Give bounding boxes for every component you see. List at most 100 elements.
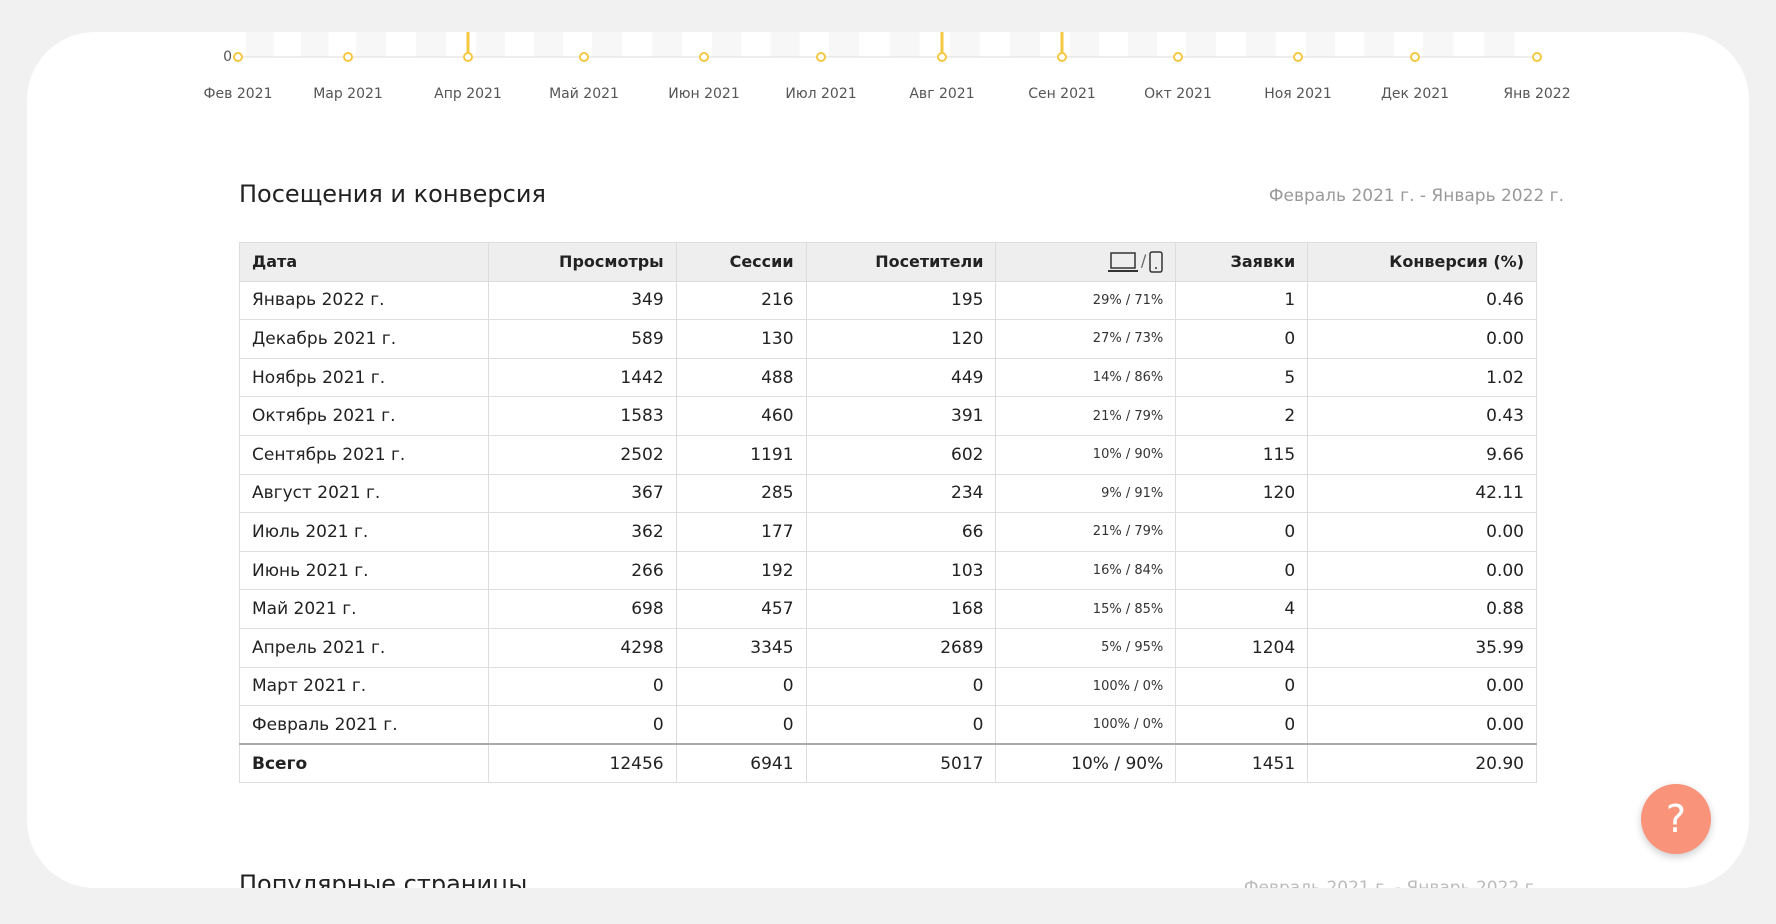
column-header: Посетители — [805, 242, 997, 282]
table-cell: 10% / 90% — [995, 743, 1177, 784]
timeline-band — [1423, 32, 1454, 57]
table-cell: 6941 — [675, 743, 807, 784]
timeline-band — [889, 32, 920, 57]
table-cell: 1 — [1175, 280, 1309, 321]
table-cell: 0.00 — [1307, 512, 1537, 552]
timeline-band — [829, 32, 860, 57]
table-cell: 15% / 85% — [995, 589, 1177, 629]
table-cell: 4 — [1175, 589, 1309, 629]
table-cell: 449 — [805, 357, 997, 398]
timeline-point — [343, 52, 353, 62]
table-row: Ноябрь 2021 г. 1442 488 449 14% / 86% 5 1.02 — [239, 357, 1537, 398]
spike — [940, 32, 944, 57]
month-label: Окт 2021 — [1144, 86, 1212, 102]
month-label: Апр 2021 — [434, 86, 502, 102]
content-card: 0 Фев 2021 Мар 2021 Апр 2021 Май 2021 Июн 202… — [27, 32, 1749, 888]
table-cell: 234 — [805, 473, 997, 514]
table-cell: Июль 2021 г. — [239, 512, 489, 552]
table-row: Июль 2021 г. 362 177 66 21% / 79% 0 0.00 — [239, 512, 1537, 552]
table-row: Апрель 2021 г. 4298 3345 2689 5% / 95% 1204 35… — [239, 627, 1537, 668]
table-cell: 3345 — [675, 627, 807, 668]
table-row: Февраль 2021 г. 0 0 0 100% / 0% 0 0.00 — [239, 705, 1537, 745]
table-row: Июнь 2021 г. 266 192 103 16% / 84% 0 0.00 — [239, 550, 1537, 591]
table-cell: 1442 — [487, 357, 677, 398]
help-button[interactable]: ? — [1641, 784, 1711, 854]
table-cell: 168 — [805, 589, 997, 629]
timeline: 0 Фев 2021 Мар 2021 Апр 2021 Май 2021 Июн 202… — [204, 32, 1571, 102]
table-cell: 29% / 71% — [995, 280, 1177, 321]
table-cell: 130 — [675, 319, 807, 359]
table-cell: 460 — [675, 396, 807, 436]
timeline-band — [1306, 32, 1336, 57]
axis-zero: 0 — [223, 49, 232, 65]
month-label: Ноя 2021 — [1264, 86, 1332, 102]
table-row: Сентябрь 2021 г. 2502 1191 602 10% / 90% 115 9… — [239, 434, 1537, 475]
timeline-point — [1057, 52, 1067, 62]
table-cell: 0 — [675, 666, 807, 707]
table-cell: 0 — [675, 705, 807, 745]
timeline-band — [1364, 32, 1394, 57]
section-title: Посещения и конверсия — [239, 180, 546, 208]
table-cell: Сентябрь 2021 г. — [239, 434, 489, 475]
table-cell: 4298 — [487, 627, 677, 668]
table-cell: 0 — [1175, 666, 1309, 707]
table-cell: 5% / 95% — [995, 627, 1177, 668]
header-row: Дата Просмотры Сессии Посетители / Заявки Конв… — [239, 242, 1537, 282]
month-label: Янв 2022 — [1503, 86, 1570, 102]
table-cell: 177 — [675, 512, 807, 552]
date-range: Февраль 2021 г. - Январь 2022 г. — [1243, 878, 1539, 888]
table-cell: 0.00 — [1307, 319, 1537, 359]
table-row: Август 2021 г. 367 285 234 9% / 91% 120 42.11 — [239, 473, 1537, 514]
table-cell: Апрель 2021 г. — [239, 627, 489, 668]
table-cell: 115 — [1175, 434, 1309, 475]
table-cell: 21% / 79% — [995, 396, 1177, 436]
column-header: Дата — [239, 242, 489, 282]
column-header: / — [995, 242, 1177, 282]
table-cell: 0.88 — [1307, 589, 1537, 629]
table-cell: 0.46 — [1307, 280, 1537, 321]
timeline-band — [246, 32, 274, 57]
stats-table: Дата Просмотры Сессии Посетители / Заявки Конв… — [239, 242, 1537, 784]
table-cell: 9.66 — [1307, 434, 1537, 475]
timeline-point — [1410, 52, 1420, 62]
table-cell: 0.00 — [1307, 550, 1537, 591]
month-label: Мар 2021 — [313, 86, 383, 102]
table-row: Март 2021 г. 0 0 0 100% / 0% 0 0.00 — [239, 666, 1537, 707]
table-cell: 0.43 — [1307, 396, 1537, 436]
table-cell: Январь 2022 г. — [239, 280, 489, 321]
timeline-band — [301, 32, 329, 57]
table-cell: 1583 — [487, 396, 677, 436]
table-cell: 0 — [487, 666, 677, 707]
table-cell: 27% / 73% — [995, 319, 1177, 359]
table-cell: 266 — [487, 550, 677, 591]
table-cell: 0 — [805, 666, 997, 707]
table-cell: 1204 — [1175, 627, 1309, 668]
table-cell: Март 2021 г. — [239, 666, 489, 707]
table-cell: 0 — [1175, 705, 1309, 745]
table-row: Декабрь 2021 г. 589 130 120 27% / 73% 0 0.00 — [239, 319, 1537, 359]
table-cell: 216 — [675, 280, 807, 321]
timeline-band — [592, 32, 622, 57]
table-cell: 42.11 — [1307, 473, 1537, 514]
timeline-band — [950, 32, 980, 57]
timeline-band — [770, 32, 800, 57]
month-label: Фев 2021 — [204, 86, 273, 102]
table-cell: 2689 — [805, 627, 997, 668]
timeline-band — [1246, 32, 1276, 57]
table-cell: 1.02 — [1307, 357, 1537, 398]
table-cell: 120 — [805, 319, 997, 359]
table-cell: Всего — [239, 743, 489, 784]
table-cell: 5017 — [805, 743, 997, 784]
table-cell: 1191 — [675, 434, 807, 475]
timeline-point — [233, 52, 243, 62]
column-header: Просмотры — [487, 242, 677, 282]
table-cell: 5 — [1175, 357, 1309, 398]
table-cell: Октябрь 2021 г. — [239, 396, 489, 436]
table-cell: 349 — [487, 280, 677, 321]
table-cell: 1451 — [1175, 743, 1309, 784]
spike — [466, 32, 470, 57]
section-title: Популярные страницы — [239, 870, 528, 888]
column-header: Заявки — [1175, 242, 1309, 282]
table-cell: 120 — [1175, 473, 1309, 514]
month-label: Май 2021 — [549, 86, 619, 102]
